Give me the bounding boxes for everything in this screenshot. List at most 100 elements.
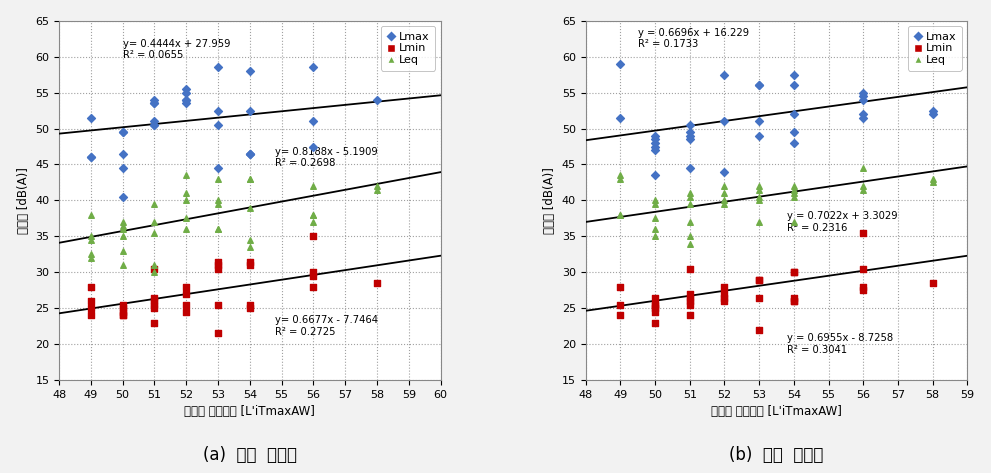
- Point: [305, 64, 321, 71]
- Point: [242, 305, 258, 312]
- Point: [786, 298, 802, 305]
- Point: [716, 298, 732, 305]
- Point: [786, 182, 802, 190]
- Point: [647, 301, 663, 308]
- Text: y= 0.8188x - 5.1909
R² = 0.2698: y= 0.8188x - 5.1909 R² = 0.2698: [275, 147, 378, 168]
- Point: [925, 280, 940, 287]
- Point: [178, 100, 194, 107]
- Point: [210, 330, 226, 337]
- Point: [647, 305, 663, 312]
- Point: [115, 193, 131, 201]
- Point: [682, 294, 698, 301]
- Point: [147, 269, 163, 276]
- Point: [612, 60, 628, 68]
- Point: [369, 96, 385, 104]
- Point: [751, 132, 767, 140]
- Point: [647, 200, 663, 208]
- Point: [242, 175, 258, 183]
- Point: [242, 150, 258, 158]
- Y-axis label: 소음도 [dB(A)]: 소음도 [dB(A)]: [543, 167, 556, 234]
- Point: [751, 294, 767, 301]
- Point: [178, 301, 194, 308]
- Point: [115, 222, 131, 229]
- Text: y = 0.7022x + 3.3029
R² = 0.2316: y = 0.7022x + 3.3029 R² = 0.2316: [787, 211, 898, 233]
- Point: [647, 197, 663, 204]
- Point: [647, 308, 663, 315]
- Point: [178, 290, 194, 298]
- Point: [716, 118, 732, 125]
- Point: [83, 236, 99, 244]
- Text: (a)  낙자  어린이: (a) 낙자 어린이: [203, 446, 297, 464]
- Point: [242, 175, 258, 183]
- Point: [751, 182, 767, 190]
- Point: [751, 276, 767, 283]
- Point: [682, 200, 698, 208]
- X-axis label: 뱅머신 측정결과 [L'iTmaxAW]: 뱅머신 측정결과 [L'iTmaxAW]: [184, 405, 315, 419]
- Point: [147, 305, 163, 312]
- Point: [751, 193, 767, 201]
- Point: [369, 182, 385, 190]
- Point: [751, 186, 767, 193]
- Legend: Lmax, Lmin, Leq: Lmax, Lmin, Leq: [382, 26, 435, 70]
- Text: (b)  여자  어린이: (b) 여자 어린이: [729, 446, 824, 464]
- Point: [83, 233, 99, 240]
- Point: [178, 190, 194, 197]
- Point: [147, 265, 163, 272]
- Point: [855, 89, 871, 96]
- Point: [115, 308, 131, 315]
- Point: [147, 218, 163, 226]
- Point: [178, 172, 194, 179]
- Point: [178, 226, 194, 233]
- Point: [115, 305, 131, 312]
- Point: [855, 265, 871, 272]
- Point: [682, 136, 698, 143]
- Point: [178, 215, 194, 222]
- Point: [751, 82, 767, 89]
- Point: [83, 312, 99, 319]
- Point: [210, 197, 226, 204]
- Point: [83, 254, 99, 262]
- Point: [178, 96, 194, 104]
- Point: [682, 301, 698, 308]
- Point: [612, 301, 628, 308]
- Point: [305, 272, 321, 280]
- Point: [83, 211, 99, 219]
- Point: [305, 143, 321, 150]
- Point: [305, 211, 321, 219]
- Point: [682, 265, 698, 272]
- Point: [716, 294, 732, 301]
- Point: [612, 211, 628, 219]
- Point: [682, 132, 698, 140]
- Point: [786, 71, 802, 79]
- Point: [210, 226, 226, 233]
- Point: [647, 146, 663, 154]
- Text: y= 0.6677x - 7.7464
R² = 0.2725: y= 0.6677x - 7.7464 R² = 0.2725: [275, 315, 379, 337]
- Point: [716, 197, 732, 204]
- Point: [925, 107, 940, 114]
- Point: [682, 218, 698, 226]
- Point: [925, 175, 940, 183]
- Point: [147, 96, 163, 104]
- Point: [786, 269, 802, 276]
- Point: [786, 294, 802, 301]
- Point: [305, 218, 321, 226]
- Point: [612, 211, 628, 219]
- Point: [115, 301, 131, 308]
- Point: [305, 269, 321, 276]
- Point: [305, 118, 321, 125]
- Point: [786, 139, 802, 147]
- Point: [210, 200, 226, 208]
- Point: [682, 193, 698, 201]
- Point: [305, 182, 321, 190]
- Point: [855, 186, 871, 193]
- Point: [855, 110, 871, 118]
- Point: [751, 218, 767, 226]
- Point: [647, 143, 663, 150]
- Point: [647, 172, 663, 179]
- Point: [925, 179, 940, 186]
- Point: [147, 121, 163, 129]
- Point: [716, 182, 732, 190]
- Point: [716, 71, 732, 79]
- Point: [305, 211, 321, 219]
- Point: [786, 110, 802, 118]
